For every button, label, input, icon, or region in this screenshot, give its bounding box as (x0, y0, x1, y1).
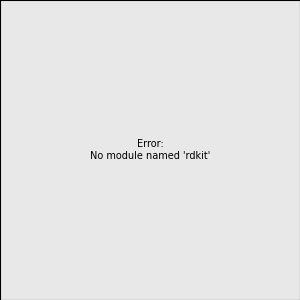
Text: Error:
No module named 'rdkit': Error: No module named 'rdkit' (90, 139, 210, 161)
